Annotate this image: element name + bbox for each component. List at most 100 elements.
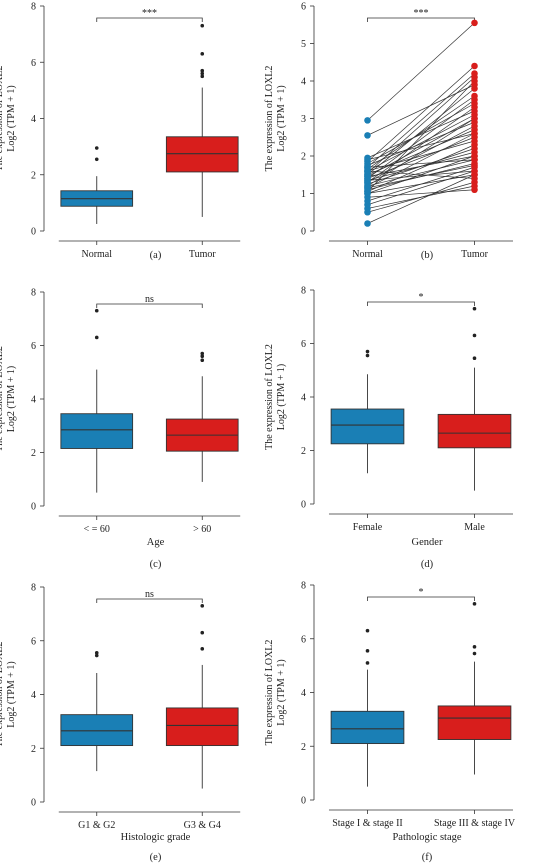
panel-b: 0 1 2 3 4 5 6 Normal Tumor The expression of LOXL… [264,2,514,261]
normal-point [364,132,371,139]
tumor-point [471,19,478,27]
tumor-point [471,107,478,115]
significance-label: * [419,292,424,303]
significance-label: * [419,587,424,598]
x-category-label: Female [353,522,383,533]
x-category-label: Stage I & stage II [332,818,403,829]
panel-label: (e) [150,852,162,863]
box-body [437,413,512,449]
box-body [165,707,239,747]
outlier-point [200,23,205,28]
outlier-point [472,333,477,338]
y-axis-sublabel: Log2 (TPM + 1) [6,366,17,432]
tumor-point [471,162,478,169]
box-1 [437,306,512,491]
pair-line [367,110,475,159]
y-tick-label: 6 [301,339,306,350]
outlier-point [200,71,205,76]
significance-label: *** [414,8,429,19]
outlier-point [200,604,205,608]
x-category-label: Stage III & stage IV [434,818,516,829]
normal-point [364,117,371,124]
y-axis-label: The expression of LOXL2 [264,344,275,450]
box-body [330,408,405,445]
y-tick-label: 2 [31,170,36,181]
y-tick-label: 4 [301,688,306,699]
box-1 [437,602,512,775]
pair-line [367,73,475,168]
box-body [60,714,134,747]
pair-line [367,159,475,168]
tumor-point [471,137,478,145]
pair-line [367,22,475,121]
tumor-point [471,175,478,182]
outlier-point [365,628,370,633]
y-tick-label: 6 [31,636,36,647]
tumor-point [471,115,478,122]
outlier-point [472,602,477,606]
panel-e: 0 2 4 6 8 G1 & G2 G3 & G4 The expression of LOX… [0,583,241,863]
significance-label: ns [145,294,154,305]
y-tick-label: 4 [301,393,306,404]
box-1 [165,351,239,482]
box-0 [60,651,134,772]
x-category-label: G1 & G2 [78,820,115,831]
y-tick-label: 1 [301,189,306,200]
panel-label: (f) [422,852,433,863]
outlier-point [94,146,99,150]
y-tick-label: 5 [301,39,306,50]
pair-line [367,95,475,170]
y-tick-label: 4 [31,395,36,406]
y-tick-label: 4 [31,690,36,701]
pair-line [367,170,475,179]
outlier-point [365,649,370,653]
box-1 [165,23,239,217]
significance-bracket [367,596,475,601]
y-axis-label: The expression of LOXL2 [0,346,5,452]
normal-point [364,154,371,162]
significance-bracket [96,303,203,308]
pair-line [367,159,475,187]
panel-c: 0 2 4 6 8 < = 60 > 60 The expression of LOXL2Lo… [0,288,241,570]
y-tick-label: 8 [31,288,36,299]
pair-line [367,88,475,176]
outlier-point [200,354,205,359]
y-tick-label: 0 [301,500,306,511]
y-axis-label: The expression of LOXL2 [0,642,5,748]
tumor-point [471,70,478,77]
box-body [437,705,512,740]
x-category-label: > 60 [193,524,211,535]
significance-bracket [367,301,475,306]
pair-line [367,165,475,189]
panel-a: 0 2 4 6 8 Normal Tumor The expression of LOXL2L… [0,2,241,261]
outlier-point [94,308,99,313]
pair-line [367,151,475,181]
x-axis-title: Pathologic stage [392,832,461,843]
tumor-point [471,77,478,85]
outlier-point [200,74,205,79]
tumor-point [471,62,478,70]
paired-lines [364,19,478,227]
x-category-label: < = 60 [84,524,110,535]
x-category-label: Male [464,522,485,533]
pair-line [367,121,475,166]
outlier-point [94,335,99,340]
y-tick-label: 0 [31,798,36,809]
tumor-point [471,156,478,164]
outlier-point [472,651,477,656]
y-axis-label: The expression of LOXL2 [264,66,275,172]
normal-point [364,188,371,195]
y-tick-label: 3 [301,114,306,125]
pair-line [367,174,475,224]
y-tick-label: 6 [31,341,36,352]
panel-f: 0 2 4 6 8 Stage I & stage II Stage III & stage… [264,581,516,864]
significance-label: ns [145,589,154,600]
box-1 [165,604,239,789]
outlier-point [472,356,477,361]
y-tick-label: 0 [31,502,36,513]
box-0 [330,628,405,787]
outlier-point [94,157,99,162]
pair-line [367,84,475,136]
pair-line [367,174,475,194]
